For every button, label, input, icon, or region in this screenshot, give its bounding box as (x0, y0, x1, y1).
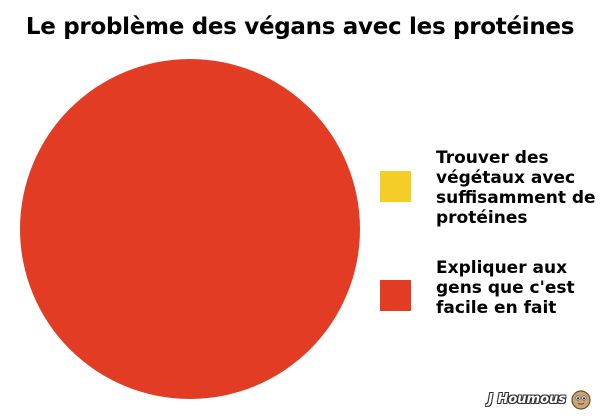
legend: Trouver des végétaux avec suffisamment d… (380, 148, 596, 368)
legend-swatch-yellow (380, 171, 411, 202)
pie-slice-1 (20, 59, 360, 399)
watermark: J Houmous (488, 388, 592, 410)
legend-item-find-plants: Trouver des végétaux avec suffisamment d… (380, 148, 596, 258)
legend-item-explain: Expliquer aux gens que c'est facile en f… (380, 258, 595, 368)
legend-label-explain: Expliquer aux gens que c'est facile en f… (436, 258, 575, 318)
legend-swatch-red (380, 280, 411, 311)
legend-label-find-plants: Trouver des végétaux avec suffisamment d… (436, 148, 596, 228)
chickpea-mascot-icon (571, 390, 591, 410)
watermark-text: J Houmous (488, 391, 566, 407)
chart-title: Le problème des végans avec les protéine… (25, 14, 575, 40)
